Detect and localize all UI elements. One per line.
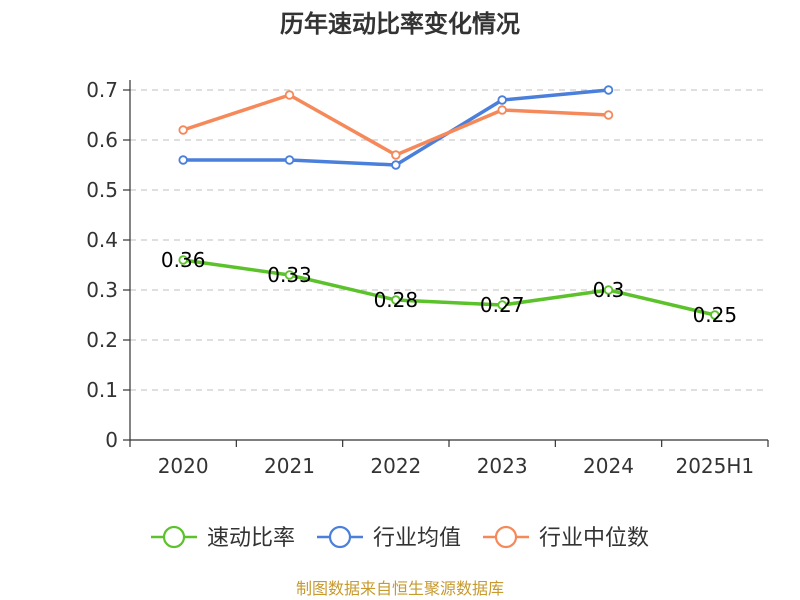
legend-label: 速动比率 — [207, 526, 295, 551]
source-note: 制图数据来自恒生聚源数据库 — [296, 579, 504, 598]
data-labels: 0.36 0.33 0.28 0.27 0.3 0.25 — [161, 248, 737, 327]
data-label: 0.27 — [480, 293, 525, 317]
legend-item[interactable]: 行业中位数 — [483, 525, 649, 551]
data-point — [603, 110, 614, 120]
x-tick-label: 2024 — [583, 454, 634, 478]
data-point — [497, 95, 507, 105]
data-point — [284, 270, 295, 280]
y-tick-label: 0.6 — [86, 128, 118, 152]
x-tick-label: 2023 — [477, 454, 528, 478]
x-tick-label: 2021 — [264, 454, 315, 478]
series-line — [181, 258, 717, 317]
data-point — [178, 255, 188, 265]
data-point — [284, 155, 295, 165]
data-point — [391, 150, 401, 160]
data-point — [603, 85, 614, 95]
data-point — [497, 300, 507, 310]
data-label: 0.25 — [693, 303, 738, 327]
y-tick-label: 0.7 — [86, 78, 118, 102]
data-point — [710, 310, 720, 320]
data-point — [603, 285, 614, 295]
legend-item[interactable]: 速动比率 — [151, 525, 295, 551]
data-point — [391, 295, 401, 305]
data-point — [178, 155, 188, 165]
x-tick-label: 2020 — [158, 454, 209, 478]
y-tick-label: 0 — [105, 428, 118, 452]
chart-title: 历年速动比率变化情况 — [280, 10, 520, 38]
y-tick-label: 0.2 — [86, 328, 118, 352]
data-label: 0.28 — [374, 288, 419, 312]
grid-lines — [130, 89, 768, 391]
y-tick-label: 0.4 — [86, 228, 118, 252]
y-tick-label: 0.3 — [86, 278, 118, 302]
x-tick-label: 2025H1 — [675, 454, 754, 478]
y-tick-label: 0.1 — [86, 378, 118, 402]
data-point — [391, 160, 401, 170]
data-label: 0.36 — [161, 248, 206, 272]
legend-marker — [162, 525, 186, 549]
data-label: 0.3 — [593, 278, 625, 302]
legend-label: 行业均值 — [373, 526, 461, 551]
legend-label: 行业中位数 — [539, 526, 649, 551]
series-line — [181, 93, 611, 157]
data-point — [178, 125, 188, 135]
axes: 0 0.1 0.2 0.3 0.4 0.5 0.6 0.7 2020 2021 2022 2023 20… — [86, 78, 769, 478]
data-label: 0.33 — [267, 263, 312, 287]
y-tick-label: 0.5 — [86, 178, 118, 202]
series-lines — [178, 85, 720, 320]
legend-marker — [494, 525, 518, 549]
legend-marker — [328, 525, 352, 549]
legend: 速动比率 行业均值 行业中位数 — [151, 525, 649, 551]
x-tick-label: 2022 — [370, 454, 421, 478]
data-point — [497, 105, 507, 115]
data-point — [284, 90, 295, 100]
legend-item[interactable]: 行业均值 — [317, 525, 461, 551]
